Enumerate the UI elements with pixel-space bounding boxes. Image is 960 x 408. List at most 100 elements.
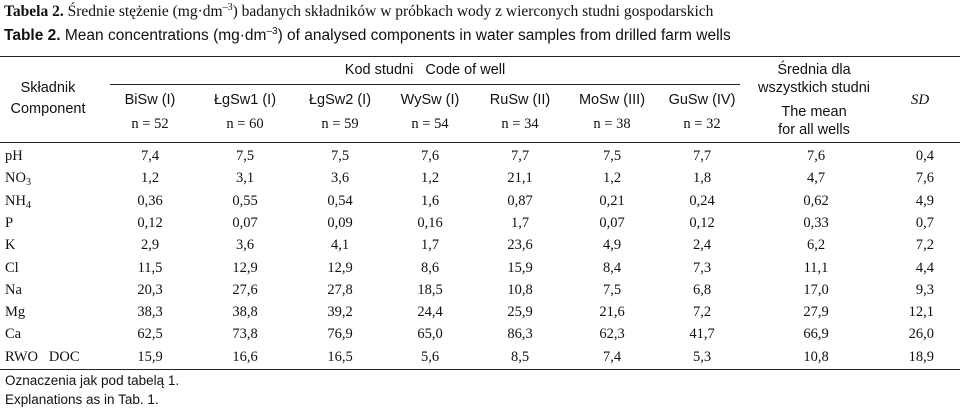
row-label: Na (5, 282, 22, 299)
table-cell: 1,6 (420, 192, 440, 209)
row-label: Ca (5, 326, 21, 343)
table-cell: 7,5 (330, 148, 350, 164)
well-sample-count: n = 60 (226, 116, 264, 132)
row-label: NH4 (5, 193, 31, 211)
table-cell: 0,7 (915, 214, 934, 231)
table-cell: 2,4 (692, 237, 712, 254)
table-cell: 38,8 (232, 304, 258, 321)
mean-label-en-2: for all wells (778, 122, 850, 138)
table-cell: 7,4 (140, 148, 160, 164)
table-cell: 0,54 (327, 192, 353, 209)
table-cell: 26,0 (908, 326, 934, 343)
table-cell: 6,2 (806, 237, 826, 254)
row-label-subscript: 3 (25, 177, 31, 189)
table-cell: 11,5 (137, 259, 163, 276)
row-label: P (5, 215, 13, 232)
well-code-group-label: Kod studni Code of well (344, 62, 506, 78)
table-cell: 4,9 (915, 192, 934, 209)
table-cell: 1,7 (510, 214, 530, 231)
table-cell: 39,2 (327, 304, 353, 321)
caption-english: Table 2. Mean concentrations (mg·dm–3) o… (4, 26, 731, 45)
table-cell: 0,16 (417, 214, 443, 231)
component-label-en: Component (10, 101, 86, 117)
row-label-text: Mg (5, 304, 26, 321)
table-cell: 0,12 (689, 214, 715, 231)
row-label-text: Na (5, 281, 22, 298)
caption-polish-text-b: ) badanych składników w próbkach wody z … (232, 3, 714, 20)
row-label: NO3 (5, 170, 31, 188)
table-cell: 86,3 (507, 326, 533, 343)
mean-label-pl-1: Średnia dla (777, 62, 851, 78)
table-cell: 62,5 (137, 326, 163, 343)
table-cell: 21,1 (507, 170, 533, 187)
table-cell: 1,8 (692, 170, 712, 187)
table-cell: 2,9 (140, 237, 160, 254)
well-sample-count: n = 34 (501, 116, 539, 132)
table-row: K 2,9 3,6 4,1 1,7 23,6 4,9 2,4 6,2 7,2 (0, 234, 960, 257)
table-cell: 0,87 (507, 192, 533, 209)
well-name: RuSw (II) (489, 92, 551, 108)
table-cell: 0,21 (599, 192, 625, 209)
table-row: Cl 11,5 12,9 12,9 8,6 15,9 8,4 7,3 11,1 4,4 (0, 257, 960, 280)
table-row: RWO DOC 15,9 16,6 16,5 5,6 8,5 7,4 5,3 10,8 18,9 (0, 346, 960, 369)
well-name: ŁgSw1 (I) (213, 92, 277, 108)
table-cell: 0,36 (137, 192, 163, 209)
table-row: NO3 1,2 3,1 3,6 1,2 21,1 1,2 1,8 4,7 7,6 (0, 167, 960, 190)
table-cell: 18,5 (417, 281, 443, 298)
table-cell: 4,1 (330, 237, 350, 254)
table-cell: 1,2 (420, 170, 440, 187)
table-cell: 4,9 (602, 237, 622, 254)
table-cell: 7,4 (602, 348, 622, 365)
table-cell: 0,62 (803, 192, 829, 209)
table-cell: 41,7 (689, 326, 715, 343)
caption-english-text-a: Mean concentrations (mg·dm (60, 27, 267, 44)
table-cell: 7,5 (602, 281, 622, 298)
table-cell: 15,9 (137, 348, 163, 365)
row-label-text: pH (5, 148, 23, 164)
row-label-text: NO (5, 170, 26, 187)
row-label-text: P (5, 214, 14, 231)
table-cell: 11,1 (803, 259, 829, 276)
table-cell: 27,6 (232, 281, 258, 298)
table-cell: 0,07 (599, 214, 625, 231)
table-cell: 10,8 (803, 348, 829, 365)
table-cell: 38,3 (137, 304, 163, 321)
table-cell: 10,8 (507, 281, 533, 298)
table-cell: 21,6 (599, 304, 625, 321)
sd-label: SD (910, 92, 930, 108)
table-cell: 1,2 (140, 170, 160, 187)
table-cell: 6,8 (692, 281, 712, 298)
table-row: Ca 62,5 73,8 76,9 65,0 86,3 62,3 41,7 66,9 26,0 (0, 323, 960, 346)
table-row: NH4 0,36 0,55 0,54 1,6 0,87 0,21 0,24 0,62 4,9 (0, 190, 960, 213)
table-cell: 0,07 (232, 214, 258, 231)
row-label-text: K (5, 237, 16, 254)
row-label: pH (5, 148, 23, 165)
table-cell: 7,6 (420, 148, 440, 164)
table-cell: 8,6 (420, 259, 440, 276)
table-cell: 7,2 (915, 237, 934, 254)
table-row: Mg 38,3 38,8 39,2 24,4 25,9 21,6 7,2 27,9 12,1 (0, 301, 960, 324)
row-label-text: Cl (5, 259, 19, 276)
table-cell: 65,0 (417, 326, 443, 343)
table-cell: 18,9 (908, 348, 934, 365)
table-cell: 24,4 (417, 304, 443, 321)
table-cell: 3,1 (235, 170, 255, 187)
caption-polish-text-a: Średnie stężenie (mg·dm (63, 3, 223, 20)
component-label-pl: Składnik (20, 80, 76, 96)
well-name: BiSw (I) (124, 92, 176, 108)
table-cell: 12,1 (908, 304, 934, 321)
footnote-en: Explanations as in Tab. 1. (5, 392, 159, 407)
table-cell: 3,6 (235, 237, 255, 254)
row-label-text: Ca (5, 326, 22, 343)
table-cell: 27,8 (327, 281, 353, 298)
table-cell: 0,12 (137, 214, 163, 231)
table-cell: 16,6 (232, 348, 258, 365)
table-cell: 5,3 (692, 348, 712, 365)
well-name: MoSw (III) (578, 92, 646, 108)
table-top-rule (0, 56, 960, 57)
table-row: pH 7,4 7,5 7,5 7,6 7,7 7,5 7,7 7,6 0,4 (0, 145, 960, 168)
table-cell: 16,5 (327, 348, 353, 365)
table-cell: 5,6 (420, 348, 440, 365)
table-cell: 12,9 (232, 259, 258, 276)
table-cell: 7,7 (692, 148, 712, 164)
